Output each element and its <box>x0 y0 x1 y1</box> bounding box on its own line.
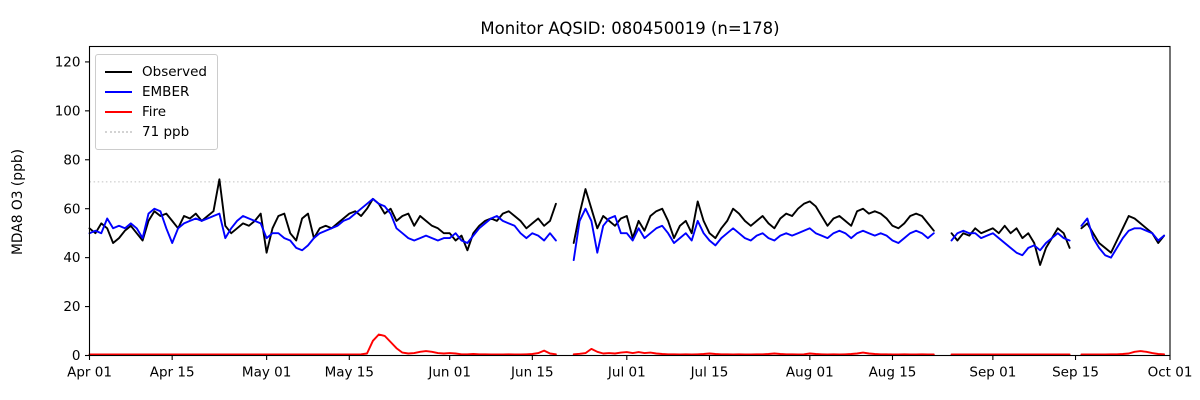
legend-item-fire: Fire <box>105 102 207 122</box>
x-tick-label: May 15 <box>325 365 374 381</box>
x-tick-label: Jul 15 <box>690 365 729 381</box>
legend-item-observed: Observed <box>105 62 207 82</box>
x-tick-label: Aug 15 <box>869 365 917 381</box>
x-tick-label: Apr 01 <box>67 365 112 381</box>
y-tick-label: 80 <box>63 152 80 168</box>
y-tick-label: 40 <box>63 250 80 266</box>
legend: Observed EMBER Fire 71 ppb <box>95 54 218 150</box>
x-tick-label: Sep 01 <box>969 365 1016 381</box>
chart-title: Monitor AQSID: 080450019 (n=178) <box>480 19 780 38</box>
y-tick-label: 0 <box>72 348 81 364</box>
threshold-line-sample <box>105 131 132 133</box>
x-tick-label: Apr 15 <box>150 365 195 381</box>
x-tick-label: Jun 15 <box>510 365 554 381</box>
x-tick-label: Oct 01 <box>1148 365 1193 381</box>
legend-item-ember: EMBER <box>105 82 207 102</box>
y-tick-label: 60 <box>63 201 80 217</box>
x-tick-label: May 01 <box>242 365 291 381</box>
y-tick-label: 20 <box>63 299 80 315</box>
series-line-observed <box>88 178 1166 266</box>
x-tick-label: Aug 01 <box>786 365 834 381</box>
y-axis-label: MDA8 O3 (ppb) <box>10 149 26 255</box>
legend-label: Fire <box>142 104 167 120</box>
series-line-ember <box>88 197 1166 262</box>
legend-label: Observed <box>142 64 207 80</box>
x-tick-label: Sep 15 <box>1052 365 1099 381</box>
x-tick-label: Jun 01 <box>427 365 471 381</box>
ember-line-sample <box>105 91 132 93</box>
legend-label: 71 ppb <box>142 124 190 140</box>
observed-line-sample <box>105 71 132 73</box>
fire-line-sample <box>105 111 132 113</box>
legend-label: EMBER <box>142 84 190 100</box>
x-tick-label: Jul 01 <box>607 365 646 381</box>
y-tick-label: 100 <box>55 103 81 119</box>
series-line-fire <box>88 333 1166 356</box>
y-tick-label: 120 <box>55 55 81 71</box>
axes-frame <box>88 45 1171 357</box>
legend-item-threshold: 71 ppb <box>105 122 207 142</box>
